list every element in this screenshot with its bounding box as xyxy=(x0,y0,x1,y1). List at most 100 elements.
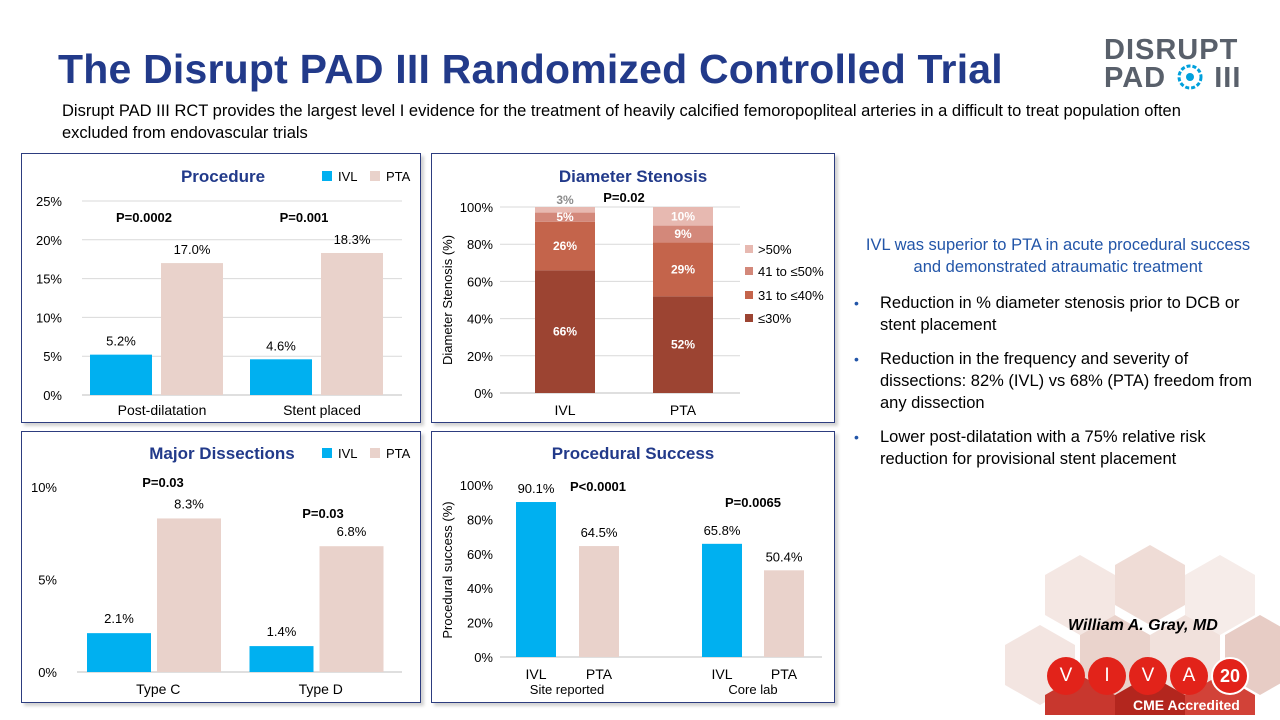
major-dissections-chart: Major Dissections IVL PTA 0% 5% 10% 2.1% 8.3% Ty… xyxy=(31,444,411,697)
y-tick-label: 60% xyxy=(467,547,493,562)
legend-pta-label: PTA xyxy=(386,169,411,184)
y-tick-label: 0% xyxy=(43,388,62,403)
x-tick-label: PTA xyxy=(586,666,613,682)
data-label: 3% xyxy=(556,193,574,207)
slide-title: The Disrupt PAD III Randomized Controlle… xyxy=(58,46,1003,92)
data-label: 4.6% xyxy=(266,338,296,353)
y-tick-label: 40% xyxy=(467,581,493,596)
legend-label: 41 to ≤50% xyxy=(758,264,824,279)
viva-letter: I xyxy=(1088,657,1126,695)
y-tick-label: 0% xyxy=(474,650,493,665)
stacked-segment xyxy=(653,242,713,297)
legend-ivl-swatch xyxy=(322,448,332,458)
y-tick-label: 25% xyxy=(36,194,62,209)
group-label: Site reported xyxy=(530,682,604,697)
y-tick-label: 60% xyxy=(467,274,493,289)
x-tick-label: PTA xyxy=(670,402,697,418)
x-tick-label: Stent placed xyxy=(283,402,361,418)
stacked-segment xyxy=(653,296,713,393)
data-label: 90.1% xyxy=(518,481,555,496)
major-dissections-chart-panel: Major Dissections IVL PTA 0% 5% 10% 2.1% 8.3% Ty… xyxy=(21,431,421,703)
data-label: 8.3% xyxy=(174,496,204,511)
procedure-chart: Procedure IVL PTA 0% 5% 10% 15% 20% 25% 5.2% 17.0%… xyxy=(36,167,411,418)
bar-pta xyxy=(157,518,221,672)
y-tick-label: 20% xyxy=(467,616,493,631)
x-tick-label: PTA xyxy=(771,666,798,682)
bar-ivl xyxy=(250,359,312,395)
logo-line-1: DISRUPT xyxy=(1104,34,1239,66)
legend-label: >50% xyxy=(758,242,792,257)
finding-text: Reduction in the frequency and severity … xyxy=(880,350,1252,412)
p-value-label: P=0.03 xyxy=(302,506,344,521)
author-name: William A. Gray, MD xyxy=(1068,617,1218,634)
logo-line-2: PAD III xyxy=(1104,62,1241,94)
stacked-segment xyxy=(535,221,595,271)
finding-item: • Reduction in % diameter stenosis prior … xyxy=(848,292,1268,336)
legend-label: ≤30% xyxy=(758,311,792,326)
y-tick-label: 100% xyxy=(460,200,494,215)
y-tick-label: 80% xyxy=(467,512,493,527)
legend-ivl-label: IVL xyxy=(338,446,358,461)
logo-target-icon xyxy=(1177,64,1203,90)
stacked-segment xyxy=(653,207,713,226)
y-tick-label: 40% xyxy=(467,312,493,327)
p-value-label: P<0.0001 xyxy=(570,479,626,494)
procedure-chart-panel: Procedure IVL PTA 0% 5% 10% 15% 20% 25% 5.2% 17.0%… xyxy=(21,153,421,423)
p-value-label: P=0.001 xyxy=(280,210,329,225)
slide-subtitle: Disrupt PAD III RCT provides the largest… xyxy=(62,102,1181,142)
y-tick-label: 100% xyxy=(460,478,494,493)
stacked-segment xyxy=(653,225,713,243)
data-label: 10% xyxy=(671,209,695,223)
data-label: 64.5% xyxy=(581,525,618,540)
bullet-icon: • xyxy=(854,429,859,445)
chart-title: Major Dissections xyxy=(149,444,295,463)
data-label: 50.4% xyxy=(766,549,803,564)
chart-title: Diameter Stenosis xyxy=(559,167,707,186)
y-axis-title: Diameter Stenosis (%) xyxy=(440,235,455,365)
bar-pta xyxy=(161,263,223,395)
key-findings: IVL was superior to PTA in acute procedu… xyxy=(848,234,1268,482)
legend-swatch xyxy=(745,267,753,275)
viva-year-badge: 20 xyxy=(1211,657,1249,695)
finding-text: Reduction in % diameter stenosis prior t… xyxy=(880,294,1240,334)
bullet-icon: • xyxy=(854,295,859,311)
bar-pta xyxy=(321,252,383,395)
y-tick-label: 5% xyxy=(38,573,57,588)
y-tick-label: 20% xyxy=(467,349,493,364)
key-finding-highlight: IVL was superior to PTA in acute procedu… xyxy=(865,236,1251,276)
x-tick-label: IVL xyxy=(711,666,732,682)
legend-swatch xyxy=(745,314,753,322)
y-tick-label: 0% xyxy=(474,386,493,401)
bar-pta xyxy=(579,546,619,657)
bar-ivl xyxy=(702,543,742,657)
data-label: 66% xyxy=(553,325,577,339)
stacked-segment xyxy=(535,270,595,393)
bar-ivl xyxy=(249,646,314,672)
cme-accredited-label: CME Accredited xyxy=(1133,697,1240,713)
legend-swatch xyxy=(745,291,753,299)
group-label: Core lab xyxy=(728,682,777,697)
legend-ivl-label: IVL xyxy=(338,169,358,184)
legend-pta-swatch xyxy=(370,448,380,458)
data-label: 52% xyxy=(671,338,695,352)
data-label: 5% xyxy=(556,210,574,224)
procedural-success-chart-panel: Procedural Success Procedural success (%)… xyxy=(431,431,835,703)
finding-item: • Lower post-dilatation with a 75% relati… xyxy=(848,426,1268,470)
stacked-segment xyxy=(535,207,595,213)
y-tick-label: 15% xyxy=(36,272,62,287)
data-label: 26% xyxy=(553,239,577,253)
x-tick-label: IVL xyxy=(525,666,546,682)
y-axis-title: Procedural success (%) xyxy=(440,501,455,638)
bar-pta xyxy=(764,570,804,657)
y-tick-label: 80% xyxy=(467,237,493,252)
disrupt-pad-logo: DISRUPT PAD III xyxy=(1104,34,1246,94)
data-label: 6.8% xyxy=(337,524,367,539)
finding-text: Lower post-dilatation with a 75% relativ… xyxy=(880,428,1206,468)
x-tick-label: IVL xyxy=(554,402,575,418)
logo-pad-text: PAD xyxy=(1104,62,1167,94)
data-label: 1.4% xyxy=(267,624,297,639)
p-value-label: P=0.02 xyxy=(603,190,645,205)
legend-ivl-swatch xyxy=(322,171,332,181)
y-tick-label: 10% xyxy=(36,310,62,325)
viva-letter: V xyxy=(1047,657,1085,695)
